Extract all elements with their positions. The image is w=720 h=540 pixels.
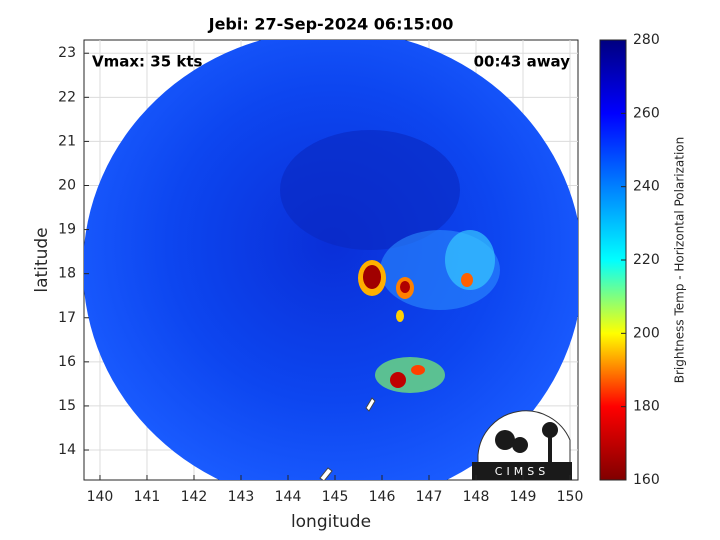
x-tick-label: 141 [134,489,161,505]
logo: CIMSS [472,410,572,481]
time-annotation: 00:43 away [474,53,571,71]
y-tick-label: 14 [58,442,76,458]
chart-title: Jebi: 27-Sep-2024 06:15:00 [208,15,454,34]
colorbar-tick-label: 180 [633,399,660,415]
x-axis-label: longitude [291,512,371,532]
x-tick-label: 140 [87,489,114,505]
y-axis-label: latitude [32,227,52,292]
colorbar-label: Brightness Temp - Horizontal Polarizatio… [673,137,687,384]
y-tick-label: 19 [58,222,76,238]
colorbar-tick-label: 260 [633,105,660,121]
x-tick-label: 145 [322,489,349,505]
x-tick-label: 144 [275,489,302,505]
y-tick-label: 18 [58,266,76,282]
colorbar-tick-label: 240 [633,179,660,195]
colorbar-tick-label: 280 [633,32,660,48]
y-tick-label: 15 [58,398,76,414]
satellite-image [84,40,578,480]
y-tick-label: 21 [58,133,76,149]
x-tick-label: 142 [181,489,208,505]
x-tick-label: 146 [369,489,396,505]
y-tick-label: 22 [58,89,76,105]
x-tick-label: 147 [416,489,443,505]
colorbar-tick-label: 220 [633,252,660,268]
colorbar-tick-label: 200 [633,325,660,341]
x-tick-label: 150 [557,489,584,505]
y-tick-label: 20 [58,177,76,193]
y-tick-label: 16 [58,354,76,370]
y-tick-label: 17 [58,310,76,326]
x-tick-label: 148 [463,489,490,505]
vmax-annotation: Vmax: 35 kts [92,53,202,71]
colorbar-tick-label: 160 [633,472,660,488]
logo-text: CIMSS [495,465,549,478]
y-tick-label: 23 [58,45,76,61]
x-tick-label: 149 [510,489,537,505]
x-tick-label: 143 [228,489,255,505]
